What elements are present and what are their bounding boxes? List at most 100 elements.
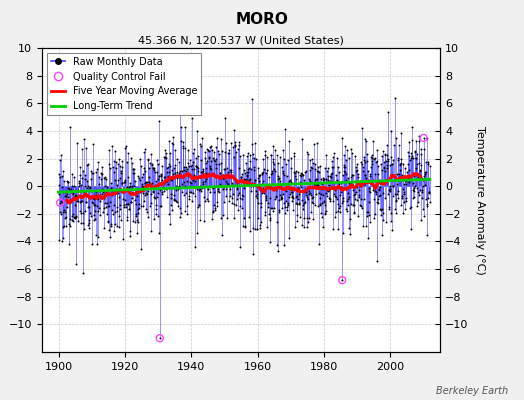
Point	[339, 230, 347, 237]
Point	[174, 170, 183, 176]
Point	[264, 200, 272, 206]
Point	[215, 151, 223, 157]
Point	[151, 169, 159, 176]
Point	[59, 224, 68, 230]
Point	[146, 160, 155, 166]
Point	[398, 192, 407, 199]
Point	[250, 226, 259, 232]
Point	[306, 157, 314, 163]
Point	[319, 175, 328, 182]
Point	[407, 150, 416, 156]
Point	[367, 178, 375, 184]
Point	[135, 200, 144, 207]
Point	[94, 159, 102, 165]
Point	[299, 205, 307, 212]
Point	[318, 180, 326, 187]
Point	[57, 173, 66, 180]
Point	[253, 194, 261, 201]
Point	[157, 203, 165, 209]
Point	[115, 194, 123, 200]
Point	[180, 167, 188, 174]
Point	[214, 188, 222, 194]
Point	[81, 183, 89, 189]
Point	[69, 191, 77, 198]
Point	[67, 186, 75, 192]
Point	[324, 176, 332, 183]
Point	[129, 183, 138, 189]
Point	[411, 165, 420, 171]
Point	[131, 178, 139, 184]
Point	[148, 189, 157, 195]
Point	[89, 200, 97, 206]
Point	[195, 217, 204, 224]
Point	[167, 177, 175, 183]
Point	[318, 214, 326, 220]
Point	[220, 198, 228, 205]
Point	[364, 185, 373, 191]
Point	[249, 151, 257, 157]
Point	[258, 171, 266, 177]
Point	[70, 174, 79, 180]
Point	[114, 161, 123, 167]
Point	[193, 168, 202, 174]
Point	[74, 198, 82, 204]
Point	[214, 174, 223, 180]
Point	[400, 188, 408, 195]
Point	[145, 164, 153, 171]
Point	[274, 160, 282, 166]
Point	[169, 134, 177, 140]
Point	[400, 181, 409, 187]
Point	[334, 180, 343, 187]
Point	[297, 172, 305, 179]
Point	[395, 174, 403, 180]
Point	[139, 189, 148, 196]
Point	[165, 138, 173, 144]
Point	[230, 127, 238, 134]
Point	[220, 166, 228, 172]
Point	[83, 185, 91, 191]
Point	[195, 202, 203, 209]
Point	[240, 215, 248, 221]
Point	[391, 210, 400, 216]
Point	[354, 170, 363, 177]
Point	[329, 164, 337, 171]
Point	[241, 177, 249, 183]
Point	[359, 164, 367, 170]
Point	[124, 174, 132, 181]
Point	[88, 199, 96, 205]
Point	[230, 154, 238, 160]
Point	[187, 189, 195, 195]
Point	[289, 206, 298, 213]
Point	[127, 155, 135, 162]
Point	[173, 175, 181, 181]
Point	[418, 186, 427, 193]
Point	[94, 205, 103, 211]
Point	[285, 138, 293, 144]
Point	[237, 178, 245, 184]
Point	[398, 195, 406, 202]
Point	[95, 174, 103, 180]
Point	[355, 192, 364, 198]
Point	[230, 201, 238, 207]
Point	[365, 199, 373, 206]
Point	[357, 181, 366, 187]
Point	[178, 181, 187, 187]
Point	[403, 169, 411, 175]
Point	[172, 168, 181, 175]
Point	[400, 199, 408, 206]
Point	[335, 180, 344, 187]
Point	[86, 213, 95, 220]
Point	[238, 152, 247, 158]
Point	[115, 156, 123, 162]
Point	[239, 193, 247, 200]
Point	[407, 226, 415, 232]
Point	[316, 210, 325, 216]
Point	[357, 203, 366, 209]
Point	[310, 183, 318, 190]
Point	[348, 182, 356, 188]
Point	[173, 155, 182, 162]
Point	[228, 195, 237, 201]
Point	[260, 166, 268, 173]
Point	[204, 154, 213, 161]
Point	[322, 208, 330, 214]
